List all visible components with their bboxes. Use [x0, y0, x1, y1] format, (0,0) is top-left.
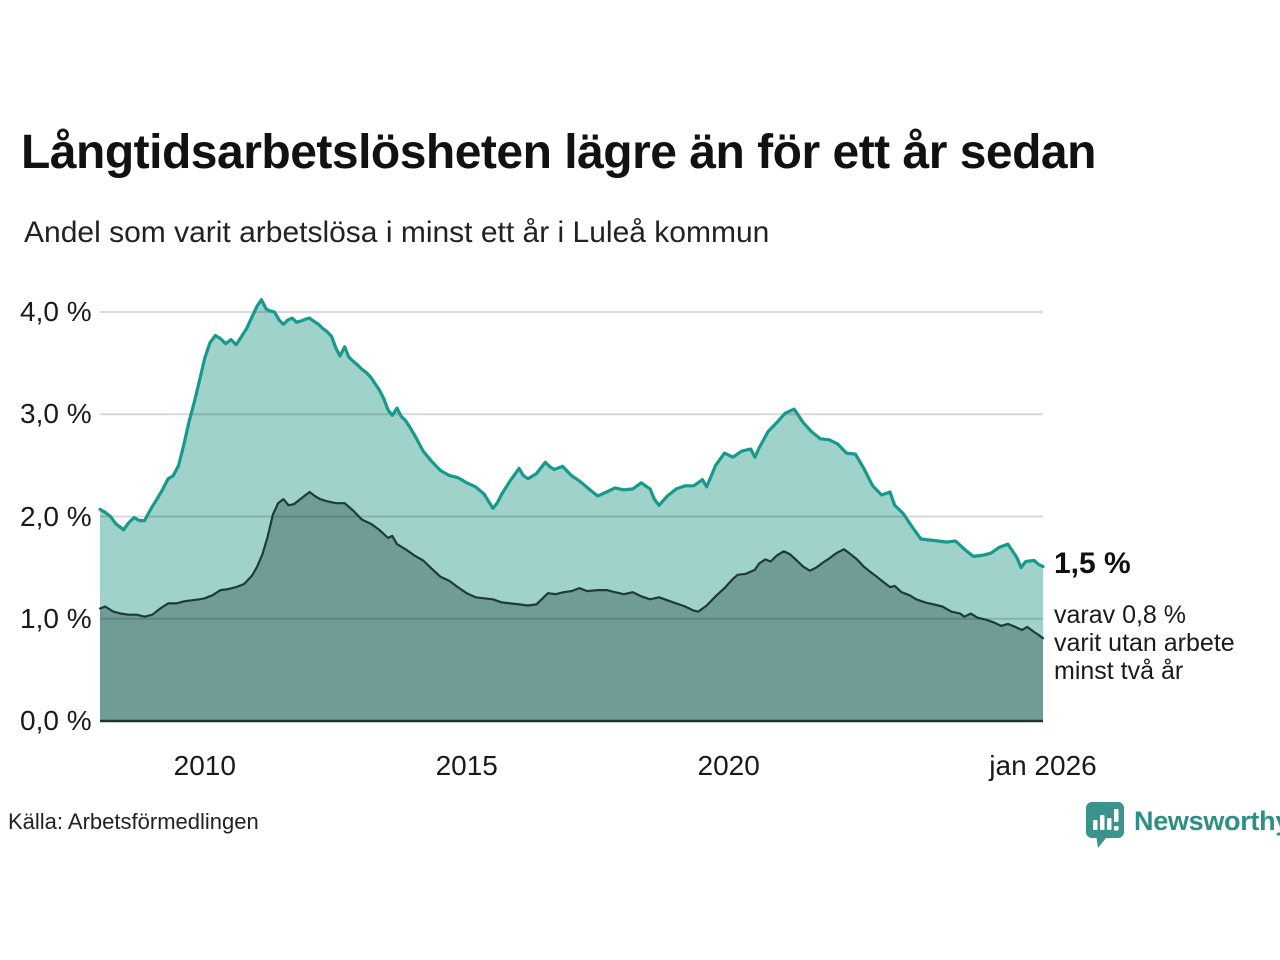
annotation-line: minst två år [1054, 657, 1184, 685]
series-area-minst-tva-ar [100, 492, 1043, 721]
newsworthy-bubble-barchart-icon [1086, 802, 1124, 848]
chart-subtitle: Andel som varit arbetslösa i minst ett å… [24, 216, 770, 249]
newsworthy-wordmark: Newsworthy [1134, 806, 1280, 836]
y-axis-label: 3,0 % [20, 398, 92, 430]
newsworthy-logo: Newsworthy [1085, 801, 1280, 849]
end-value-detail-annotation: varav 0,8 % varit utan arbete minst två … [1054, 601, 1235, 685]
x-axis-label: 2010 [173, 750, 236, 781]
series-line-minst-tva-ar [98, 490, 1045, 640]
x-axis-label: 2015 [435, 750, 498, 781]
y-axis-label: 2,0 % [20, 500, 92, 532]
x-axis-label: 2020 [697, 750, 760, 781]
x-axis-label: jan 2026 [989, 750, 1097, 781]
y-axis-label: 4,0 % [20, 296, 92, 327]
end-value-annotation: 1,5 % [1054, 547, 1131, 580]
annotation-line: varit utan arbete [1054, 629, 1235, 657]
y-axis-label: 1,0 % [20, 602, 92, 634]
annotation-line: varav 0,8 % [1054, 601, 1187, 629]
source-credit: Källa: Arbetsförmedlingen [8, 809, 259, 834]
series-line-minst-ett-ar [98, 298, 1045, 570]
page-title: Långtidsarbetslösheten lägre än för ett … [21, 126, 1096, 179]
y-axis-label: 0,0 % [20, 705, 92, 736]
